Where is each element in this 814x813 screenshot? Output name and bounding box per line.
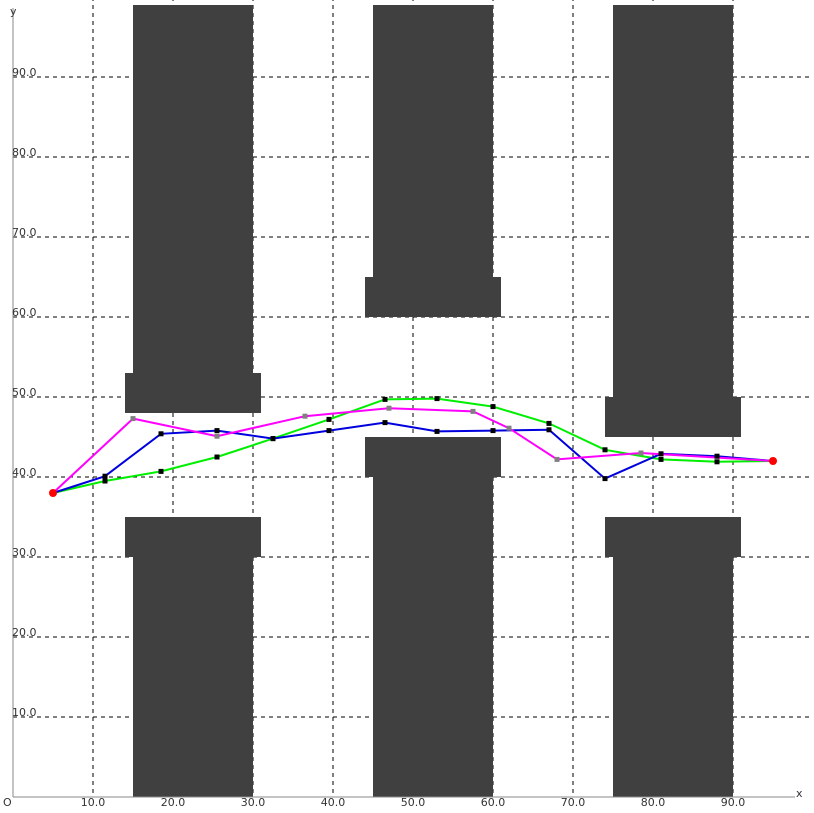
- x-tick-label-6: 70.0: [561, 796, 586, 809]
- series-1-point-3: [214, 428, 220, 434]
- y-tick-label-2: 30.0: [12, 546, 37, 559]
- series-0-point-6: [382, 396, 388, 402]
- series-group: [52, 397, 774, 494]
- start-point: [49, 489, 57, 497]
- series-0-point-7: [434, 396, 440, 402]
- series-0-point-10: [602, 447, 608, 453]
- axes: O x y: [3, 5, 803, 809]
- series-line-2: [52, 407, 774, 494]
- x-tick-label-8: 90.0: [721, 796, 746, 809]
- origin-label: O: [3, 796, 12, 809]
- series-0-point-9: [546, 420, 552, 426]
- x-tick-label-2: 30.0: [241, 796, 266, 809]
- x-tick-label-7: 80.0: [641, 796, 666, 809]
- x-tick-label-4: 50.0: [401, 796, 426, 809]
- series-2-point-3: [302, 413, 308, 419]
- series-1-point-4: [270, 436, 276, 442]
- x-tick-label-1: 20.0: [161, 796, 186, 809]
- series-1-point-6: [382, 420, 388, 426]
- obstacles: [125, 5, 741, 797]
- tick-labels: 10.0 20.0 30.0 40.0 50.0 60.0 70.0 80.0 90.0 10.0…: [12, 66, 745, 809]
- obstacle-5: [605, 517, 741, 797]
- series-2-point-6: [506, 425, 512, 431]
- y-tick-label-1: 20.0: [12, 626, 37, 639]
- series-2-point-4: [386, 405, 392, 411]
- obstacle-4: [365, 437, 501, 797]
- x-tick-label-5: 60.0: [481, 796, 506, 809]
- y-tick-label-8: 90.0: [12, 66, 37, 79]
- y-tick-label-3: 40.0: [12, 466, 37, 479]
- obstacle-2: [605, 5, 741, 437]
- series-0-point-11: [658, 456, 664, 462]
- y-axis-label: y: [10, 5, 17, 18]
- y-tick-label-0: 10.0: [12, 706, 37, 719]
- series-1-point-12: [714, 453, 720, 459]
- obstacle-3: [125, 517, 261, 797]
- series-line-1: [52, 421, 774, 494]
- obstacle-1: [365, 5, 501, 317]
- y-tick-label-6: 70.0: [12, 226, 37, 239]
- series-0-point-8: [490, 404, 496, 410]
- y-tick-label-7: 80.0: [12, 146, 37, 159]
- goal-point: [769, 457, 777, 465]
- series-1-point-1: [102, 473, 108, 479]
- series-2-point-5: [470, 408, 476, 414]
- x-axis-label: x: [796, 787, 803, 800]
- series-0-point-5: [326, 416, 332, 422]
- series-1-point-2: [158, 431, 164, 437]
- series-0-point-1: [102, 478, 108, 484]
- y-tick-label-4: 50.0: [12, 386, 37, 399]
- series-1-point-9: [546, 427, 552, 433]
- series-2-point-2: [214, 433, 220, 439]
- series-2-point-1: [130, 416, 136, 422]
- series-0-point-2: [158, 468, 164, 474]
- series-1-point-7: [434, 428, 440, 434]
- markers: [102, 396, 720, 484]
- series-0-point-12: [714, 459, 720, 465]
- endpoints: [49, 457, 777, 497]
- series-2-point-7: [554, 456, 560, 462]
- x-tick-label-3: 40.0: [321, 796, 346, 809]
- obstacle-0: [125, 5, 261, 413]
- series-1-point-5: [326, 428, 332, 434]
- series-0-point-3: [214, 454, 220, 460]
- series-1-point-10: [602, 476, 608, 482]
- series-1-point-8: [490, 428, 496, 434]
- y-tick-label-5: 60.0: [12, 306, 37, 319]
- series-1-point-11: [658, 451, 664, 457]
- x-tick-label-0: 10.0: [81, 796, 106, 809]
- series-2-point-8: [638, 450, 644, 456]
